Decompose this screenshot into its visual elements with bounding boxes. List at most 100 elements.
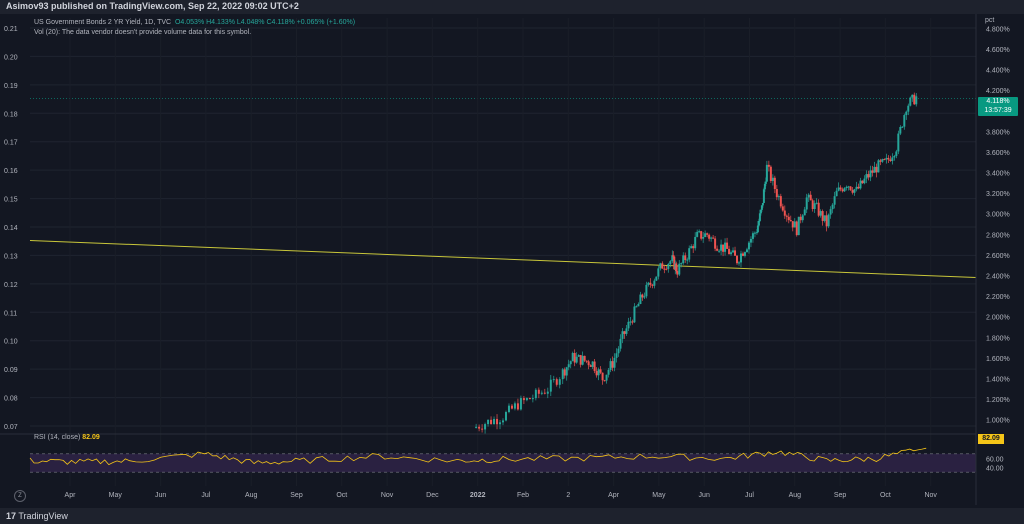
candle-body (767, 164, 770, 167)
candle-body (745, 249, 748, 253)
right-tick-label: 2.000% (986, 315, 1010, 322)
scale-unit: pct (985, 17, 995, 24)
candle-body (899, 127, 902, 134)
candle-body (775, 189, 778, 198)
candle-body (773, 177, 776, 190)
candle-body (661, 263, 664, 269)
symbol-legend: US Government Bonds 2 YR Yield, 1D, TVC … (34, 18, 355, 38)
candle-body (887, 157, 890, 160)
candle-body (799, 216, 802, 221)
candle-body (714, 238, 717, 249)
brand-name: TradingView (18, 511, 68, 521)
time-tick-label: 2 (566, 492, 570, 499)
candle-body (534, 389, 537, 399)
candle-body (684, 255, 687, 261)
candle-body (519, 398, 522, 410)
candle-body (819, 211, 822, 216)
time-tick-label: Dec (426, 492, 439, 499)
candle-body (825, 215, 828, 227)
candle-body (907, 105, 910, 112)
candle-body (585, 360, 588, 362)
attribution-text: Asimov93 published on TradingView.com, S… (6, 1, 299, 11)
time-tick-label: Aug (245, 492, 258, 499)
candle-body (758, 213, 761, 221)
candle-body (617, 348, 620, 354)
candle-body (700, 231, 703, 239)
time-tick-label: May (652, 492, 666, 499)
candle-body (759, 209, 762, 214)
candle-body (702, 237, 705, 239)
rsi-band (0, 433, 976, 473)
candle-body (813, 203, 816, 210)
time-tick-label: Jul (745, 492, 754, 499)
candle-body (905, 111, 908, 116)
candle-body (528, 398, 531, 400)
candle-body (841, 189, 844, 192)
left-tick-label: 0.20 (4, 54, 18, 61)
candle-body (635, 306, 638, 308)
right-axis[interactable]: 4.800% 4.600% 4.400% 4.200% 3.800% 3.600% 3.40… (975, 14, 1010, 505)
left-tick-label: 0.07 (4, 424, 18, 431)
time-tick-label: Jun (155, 492, 166, 499)
candle-body (669, 261, 672, 265)
candle-body (809, 194, 812, 201)
last-price-badge: 4.118% 13:57:39 (978, 97, 1018, 116)
tradingview-logo[interactable]: 17 TradingView (6, 511, 68, 521)
candle-body (757, 220, 760, 226)
right-tick-label: 3.600% (986, 150, 1010, 157)
candle-body (909, 97, 912, 106)
candle-body (653, 280, 656, 286)
candle-body (734, 250, 737, 256)
time-tick-label: Sep (290, 492, 303, 499)
candle-body (791, 221, 794, 228)
candle-body (827, 214, 830, 227)
candle-body (555, 379, 558, 385)
candle-body (879, 160, 882, 162)
candle-body (857, 186, 860, 189)
candle-body (913, 94, 916, 105)
candle-body (883, 159, 886, 161)
candle-body (833, 196, 836, 205)
candle-body (567, 364, 570, 368)
candle-body (728, 248, 731, 255)
left-tick-label: 0.08 (4, 396, 18, 403)
candle-body (481, 428, 484, 430)
zoom-icon[interactable]: Z (14, 490, 26, 502)
candle-body (561, 369, 564, 380)
time-tick-label: 2022 (470, 492, 486, 499)
left-tick-label: 0.10 (4, 339, 18, 346)
candle-body (781, 206, 784, 211)
candle-body (855, 186, 858, 190)
right-tick-label: 1.200% (986, 397, 1010, 404)
candle-body (690, 246, 693, 249)
candle-body (845, 186, 848, 189)
candle-body (712, 237, 715, 239)
candle-body (889, 159, 892, 162)
candle-body (783, 210, 786, 216)
candle-body (484, 424, 487, 430)
candle-body (629, 321, 632, 323)
candle-body (724, 242, 727, 252)
right-tick-label: 2.600% (986, 253, 1010, 260)
candle-body (871, 170, 874, 173)
candle-body (805, 197, 808, 210)
candle-body (607, 369, 610, 375)
rsi-line-group (29, 447, 927, 466)
candle-body (583, 355, 586, 361)
candle-body (803, 209, 806, 216)
candle-body (478, 426, 481, 429)
time-tick-label: Apr (608, 492, 620, 499)
time-tick-label: Oct (336, 492, 347, 499)
candle-body (720, 244, 723, 251)
time-axis[interactable]: Apr May Jun Jul Aug Sep Oct Nov Dec 2022 Feb 2 Apr Ma… (65, 492, 938, 499)
candle-body (756, 225, 759, 233)
candle-body (667, 264, 670, 269)
right-tick-label: 4.600% (986, 47, 1010, 54)
candle-body (558, 379, 561, 385)
attribution-bar: Asimov93 published on TradingView.com, S… (0, 0, 1024, 14)
candle-body (676, 271, 679, 275)
candle-body (765, 164, 768, 182)
candle-body (597, 369, 600, 376)
candle-body (807, 194, 810, 198)
